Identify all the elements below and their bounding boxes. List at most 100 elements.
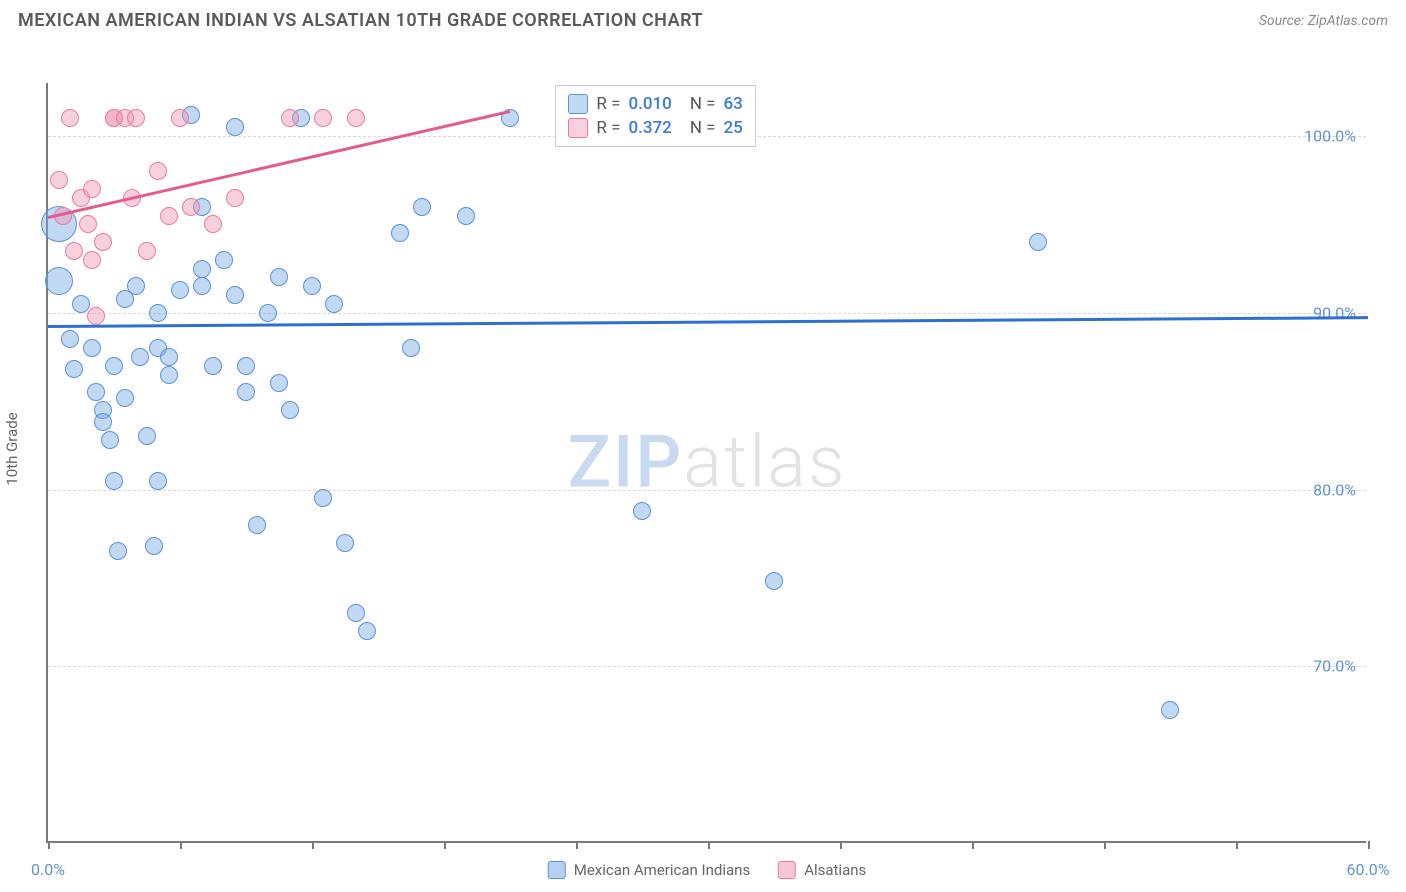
legend-swatch: [568, 118, 588, 138]
scatter-point: [281, 401, 299, 419]
x-tick: [972, 841, 974, 849]
scatter-point: [204, 215, 222, 233]
gridline-h: [48, 490, 1366, 491]
x-tick: [708, 841, 710, 849]
x-tick: [576, 841, 578, 849]
scatter-point: [402, 339, 420, 357]
scatter-point: [270, 268, 288, 286]
scatter-point: [248, 516, 266, 534]
scatter-point: [314, 489, 332, 507]
watermark-zip: ZIP: [568, 420, 684, 505]
stats-legend-row: R =0.372N =25: [568, 116, 742, 140]
scatter-point: [226, 118, 244, 136]
x-tick: [312, 841, 314, 849]
source-label: Source: ZipAtlas.com: [1259, 13, 1388, 29]
scatter-point: [138, 242, 156, 260]
scatter-point: [45, 267, 73, 295]
scatter-point: [87, 383, 105, 401]
x-tick-label: 60.0%: [1347, 860, 1390, 879]
scatter-point: [314, 109, 332, 127]
scatter-point: [160, 348, 178, 366]
scatter-point: [61, 109, 79, 127]
n-label: N =: [690, 94, 716, 114]
scatter-point: [145, 537, 163, 555]
x-tick: [1104, 841, 1106, 849]
scatter-point: [215, 251, 233, 269]
scatter-point: [270, 374, 288, 392]
scatter-point: [193, 260, 211, 278]
scatter-point: [65, 242, 83, 260]
scatter-point: [182, 198, 200, 216]
scatter-point: [149, 472, 167, 490]
scatter-point: [413, 198, 431, 216]
scatter-point: [65, 360, 83, 378]
x-tick: [1236, 841, 1238, 849]
legend-swatch: [568, 94, 588, 114]
scatter-point: [160, 207, 178, 225]
scatter-point: [94, 233, 112, 251]
scatter-point: [204, 357, 222, 375]
scatter-point: [171, 109, 189, 127]
chart-title: MEXICAN AMERICAN INDIAN VS ALSATIAN 10TH…: [18, 10, 703, 31]
gridline-h: [48, 313, 1366, 314]
scatter-point: [83, 180, 101, 198]
y-axis-title: 10th Grade: [3, 412, 21, 485]
plot-area: ZIPatlas 70.0%80.0%90.0%100.0%0.0%60.0%R…: [46, 83, 1366, 843]
y-tick-label: 90.0%: [1313, 303, 1356, 322]
legend-swatch: [778, 861, 796, 879]
scatter-point: [358, 622, 376, 640]
y-tick-label: 70.0%: [1313, 657, 1356, 676]
scatter-point: [226, 286, 244, 304]
x-tick: [444, 841, 446, 849]
scatter-point: [149, 304, 167, 322]
scatter-point: [83, 251, 101, 269]
x-tick-label: 0.0%: [31, 860, 65, 879]
r-label: R =: [596, 94, 620, 114]
scatter-point: [226, 189, 244, 207]
scatter-point: [391, 224, 409, 242]
scatter-point: [347, 109, 365, 127]
scatter-point: [237, 383, 255, 401]
n-label: N =: [690, 118, 716, 138]
scatter-point: [109, 542, 127, 560]
stats-legend: R =0.010N =63R =0.372N =25: [555, 85, 755, 147]
x-tick: [840, 841, 842, 849]
scatter-point: [87, 307, 105, 325]
scatter-point: [303, 277, 321, 295]
r-label: R =: [596, 118, 620, 138]
scatter-point: [105, 357, 123, 375]
scatter-point: [457, 207, 475, 225]
scatter-point: [347, 604, 365, 622]
scatter-point: [50, 171, 68, 189]
scatter-point: [281, 109, 299, 127]
scatter-point: [259, 304, 277, 322]
chart-container: 10th Grade ZIPatlas 70.0% 80.0% 90.0% 100.0…: [0, 39, 1406, 859]
scatter-point: [160, 366, 178, 384]
trend-line: [48, 316, 1368, 327]
x-tick: [180, 841, 182, 849]
legend-swatch: [548, 861, 566, 879]
series-legend-item: Alsatians: [778, 861, 866, 879]
scatter-point: [237, 357, 255, 375]
y-tick-label: 100.0%: [1304, 127, 1356, 146]
scatter-point: [193, 277, 211, 295]
scatter-point: [116, 389, 134, 407]
scatter-point: [94, 413, 112, 431]
scatter-point: [336, 534, 354, 552]
x-tick: [48, 841, 50, 849]
watermark-atlas: atlas: [683, 420, 846, 505]
n-value: 63: [724, 94, 743, 114]
scatter-point: [138, 427, 156, 445]
scatter-point: [105, 472, 123, 490]
scatter-point: [765, 572, 783, 590]
scatter-point: [72, 295, 90, 313]
series-legend: Mexican American Indians Alsatians: [548, 861, 867, 879]
scatter-point: [131, 348, 149, 366]
scatter-point: [127, 109, 145, 127]
series-legend-item: Mexican American Indians: [548, 861, 750, 879]
scatter-point: [1029, 233, 1047, 251]
watermark: ZIPatlas: [568, 420, 847, 505]
y-tick-label: 80.0%: [1313, 480, 1356, 499]
x-tick: [1368, 841, 1370, 849]
gridline-h: [48, 666, 1366, 667]
